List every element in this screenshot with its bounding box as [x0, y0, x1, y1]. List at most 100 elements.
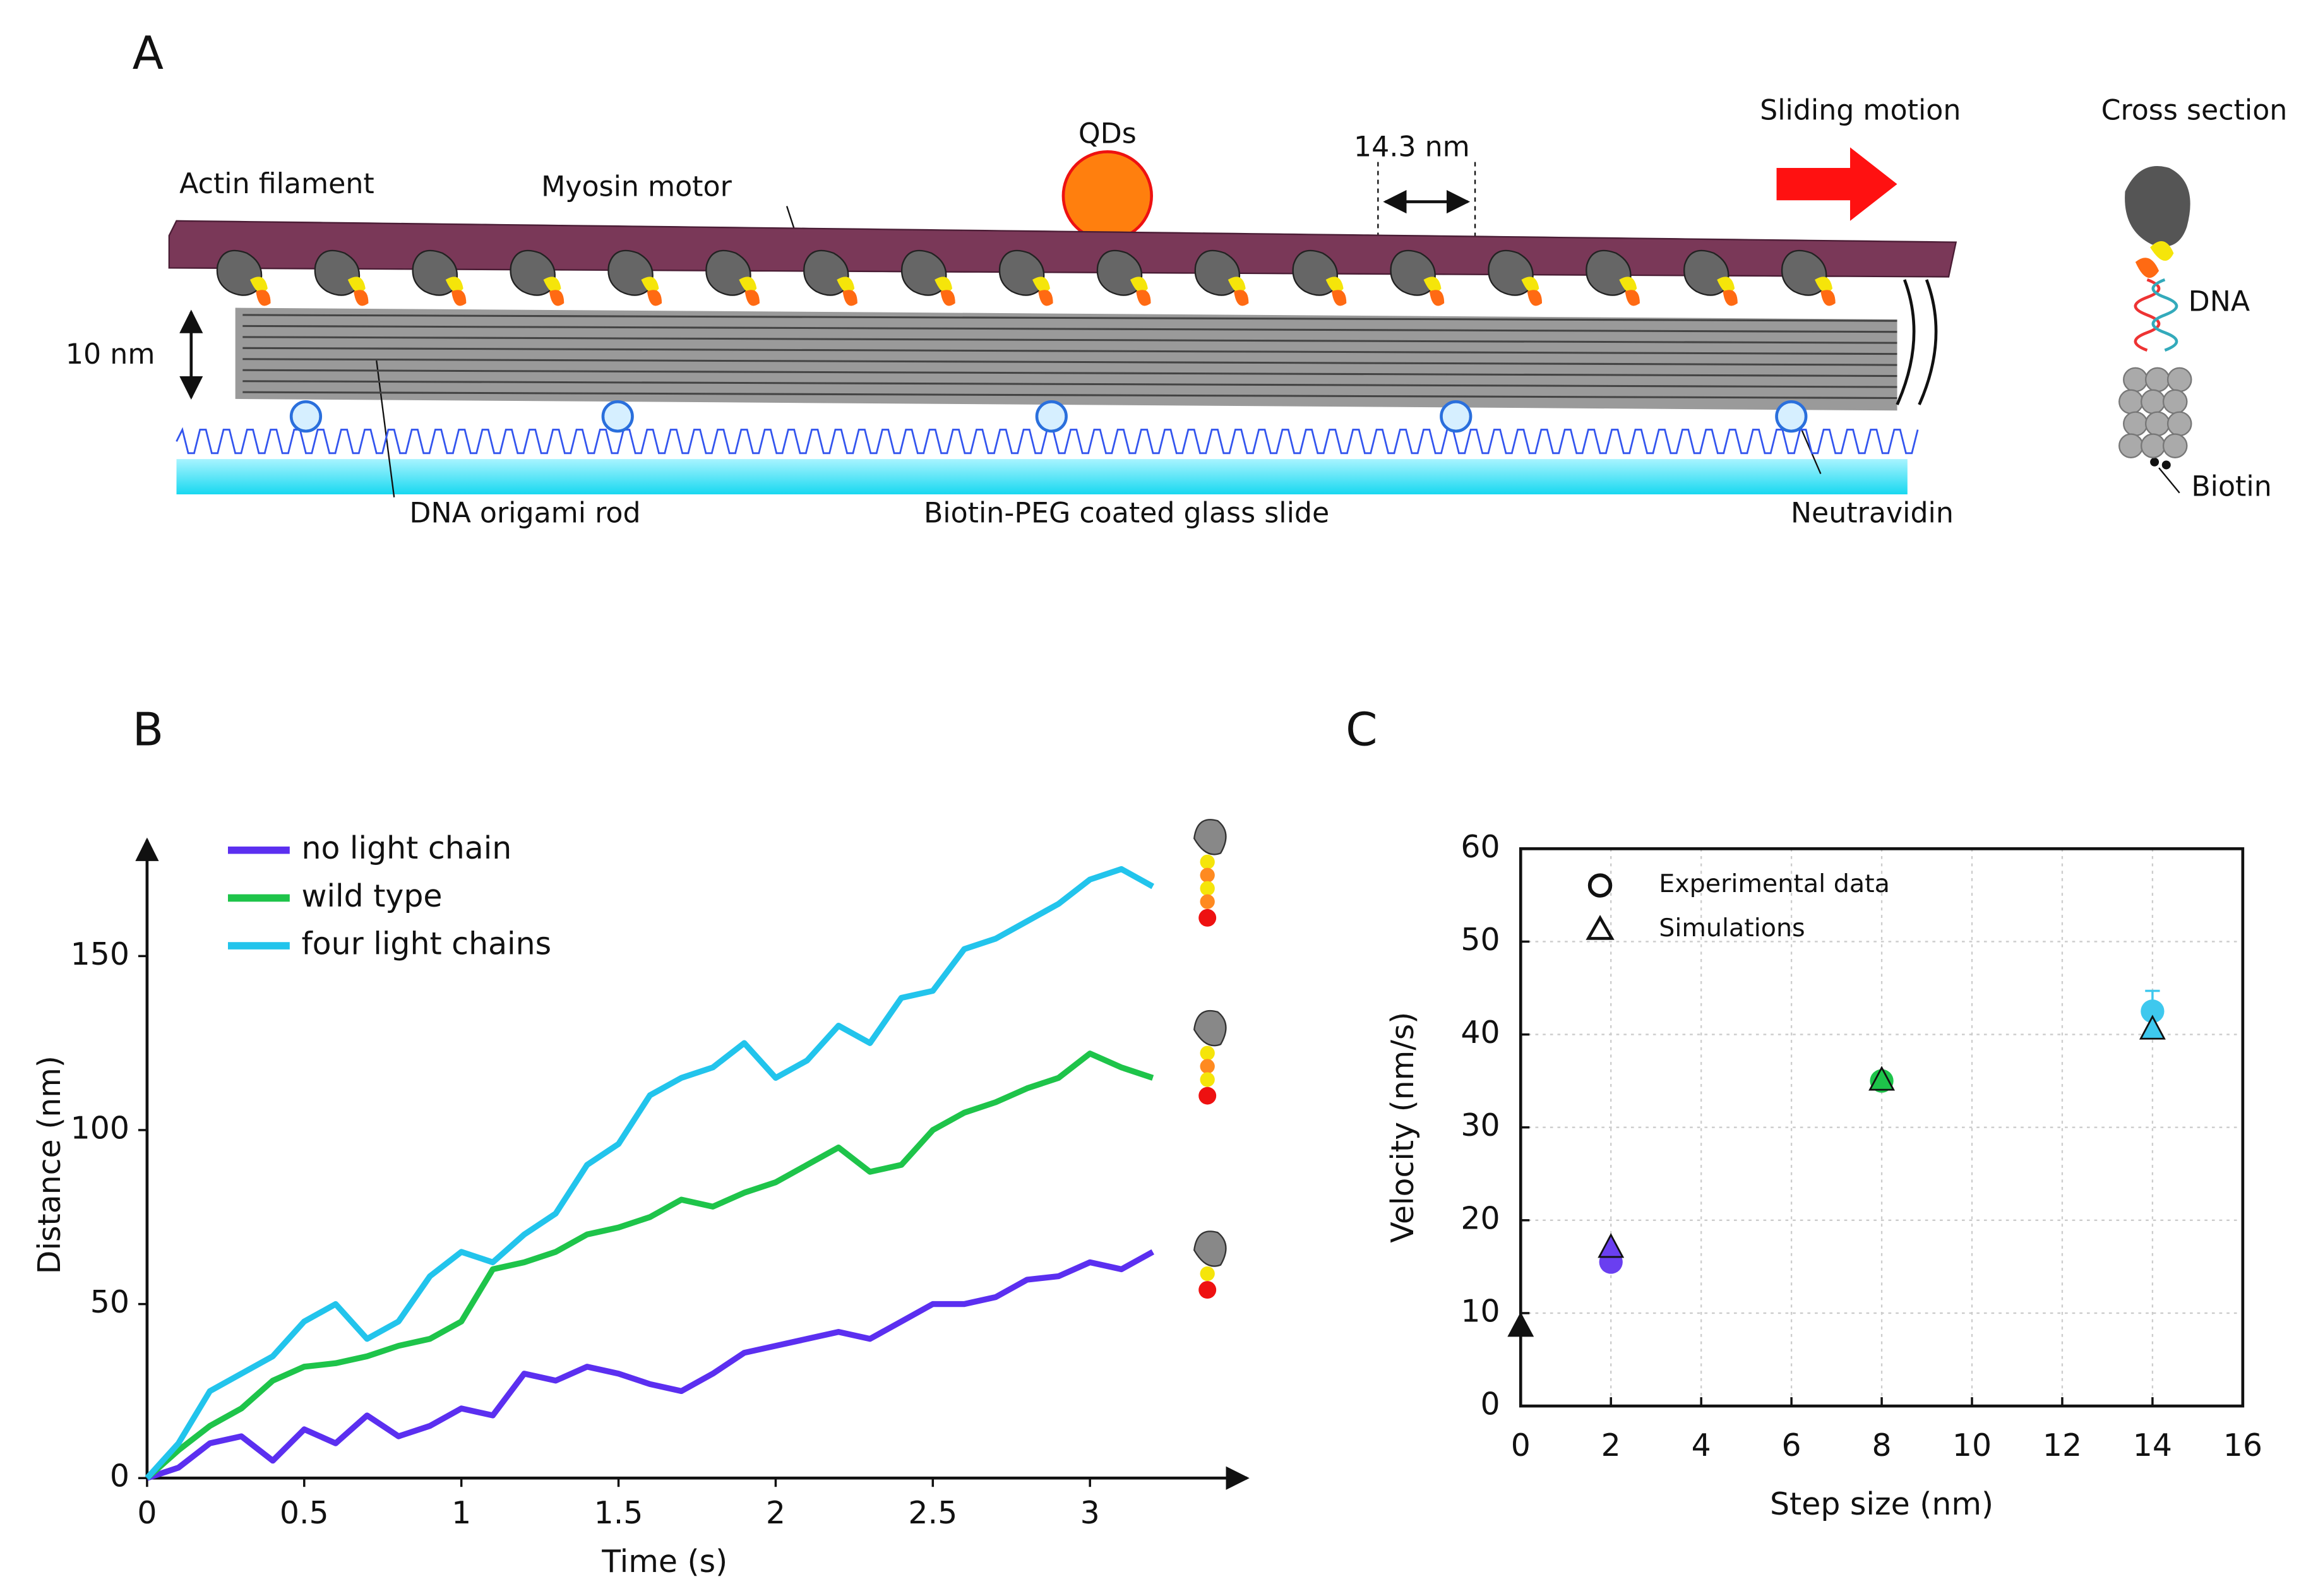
light-chain	[2150, 241, 2174, 261]
data-point	[1598, 1233, 1625, 1258]
origami-helix	[2140, 389, 2166, 415]
diagram-label: Sliding motion	[1760, 94, 1961, 126]
diagram-label: Biotin	[2191, 471, 2271, 503]
x-tick-label: 16	[2223, 1427, 2262, 1463]
light-chain	[1234, 290, 1249, 306]
x-tick-label: 2	[1601, 1427, 1621, 1463]
neutravidin	[1775, 400, 1808, 433]
x-tick-label: 10	[1952, 1427, 1992, 1463]
light-chain	[1130, 277, 1148, 293]
data-point	[1507, 1312, 1534, 1337]
y-tick-label: 50	[1461, 922, 1500, 958]
diagram-label: Biotin-PEG coated glass slide	[924, 497, 1329, 530]
x-tick-label: 0.5	[280, 1495, 329, 1531]
biotin	[2150, 457, 2160, 467]
light-chain	[1038, 290, 1053, 306]
light-chain	[940, 290, 955, 306]
light-chain	[445, 277, 463, 293]
origami-helix	[2123, 411, 2148, 437]
neutravidin	[289, 400, 323, 433]
light-chain-icon	[1200, 1045, 1215, 1061]
data-point	[1868, 1066, 1896, 1091]
peg-brush	[176, 427, 1919, 455]
light-chain	[935, 277, 953, 293]
plot-frame	[1519, 847, 2245, 1408]
light-chain-icon	[1200, 881, 1215, 896]
myosin-icon	[1193, 819, 1227, 855]
y-tick-label: 10	[1461, 1293, 1500, 1329]
sliding-arrow	[1776, 147, 1897, 221]
rod-strand	[242, 380, 1897, 388]
light-chain	[451, 290, 467, 306]
legend-label: no light chain	[301, 830, 511, 866]
panel-letter: C	[1346, 703, 1377, 756]
x-tick-label: 12	[2043, 1427, 2082, 1463]
diagram: Actin filament Myosin motor QDs 14.3 nm …	[66, 94, 2287, 529]
x-axis-label: Step size (nm)	[1770, 1486, 1993, 1522]
rod-strand	[242, 314, 1897, 322]
light-chain-icon	[1200, 867, 1215, 883]
x-tick-label: 8	[1872, 1427, 1891, 1463]
diagram-label: QDs	[1078, 118, 1137, 150]
light-chain-icon	[1200, 1266, 1215, 1282]
light-chain	[1625, 290, 1640, 306]
x-tick-label: 6	[1782, 1427, 1801, 1463]
data-point	[2141, 999, 2165, 1023]
legend-label: Experimental data	[1659, 869, 1890, 898]
origami-helix	[2118, 389, 2144, 415]
diagram-label: 10 nm	[66, 338, 155, 371]
y-tick-label: 0	[110, 1458, 129, 1494]
light-chain	[1423, 277, 1442, 293]
diagram-label: Cross section	[2101, 94, 2288, 126]
neutravidin	[1035, 400, 1068, 433]
myosin-icon	[1193, 1009, 1227, 1047]
origami-helix	[2166, 411, 2192, 437]
light-chain	[1325, 277, 1344, 293]
panel-letter: B	[133, 703, 164, 756]
x-tick-label: 1	[451, 1495, 471, 1531]
light-chain-icon	[1200, 894, 1215, 909]
x-tick-label: 1.5	[594, 1495, 643, 1531]
light-chain	[1527, 290, 1543, 306]
legend-label: four light chains	[301, 926, 551, 962]
y-tick-label: 40	[1461, 1015, 1500, 1051]
x-tick-label: 0	[137, 1495, 157, 1531]
line-series	[145, 866, 1154, 1480]
x-tick-label: 0	[1511, 1427, 1531, 1463]
legend-label: wild type	[301, 878, 442, 914]
origami-helix	[2162, 389, 2188, 415]
light-chain-icon	[1198, 1087, 1217, 1105]
light-chain-icon	[1200, 1059, 1215, 1074]
light-chain	[1815, 277, 1833, 293]
neutravidin	[1440, 400, 1473, 433]
origami-helix	[2166, 367, 2192, 393]
x-tick-label: 14	[2133, 1427, 2172, 1463]
light-chain	[641, 277, 659, 293]
line-series	[145, 1051, 1154, 1480]
light-chain	[739, 277, 757, 293]
origami-helix	[2140, 433, 2166, 458]
light-chain	[2135, 258, 2160, 278]
light-chain	[744, 290, 760, 306]
rod-strand	[242, 369, 1897, 378]
origami-helix	[2144, 411, 2170, 437]
y-tick-label: 100	[71, 1110, 129, 1146]
break-mark	[1896, 279, 1938, 405]
dna-helix	[2134, 278, 2161, 352]
rod-strand	[242, 391, 1897, 400]
x-tick-label: 2.5	[908, 1495, 957, 1531]
light-chain	[1820, 290, 1836, 306]
light-chain-icon	[1198, 908, 1217, 927]
quantum-dot	[1061, 150, 1153, 242]
leader	[2158, 467, 2180, 494]
light-chain	[1521, 277, 1539, 293]
neutravidin	[601, 400, 634, 433]
light-chain	[347, 277, 366, 293]
light-chain	[1136, 290, 1151, 306]
diagram-label: DNA origami rod	[409, 497, 640, 530]
biotin	[2161, 460, 2171, 470]
light-chain	[842, 290, 857, 306]
y-tick-label: 60	[1461, 829, 1500, 865]
legend-label: Simulations	[1659, 914, 1805, 943]
light-chain	[543, 277, 561, 293]
